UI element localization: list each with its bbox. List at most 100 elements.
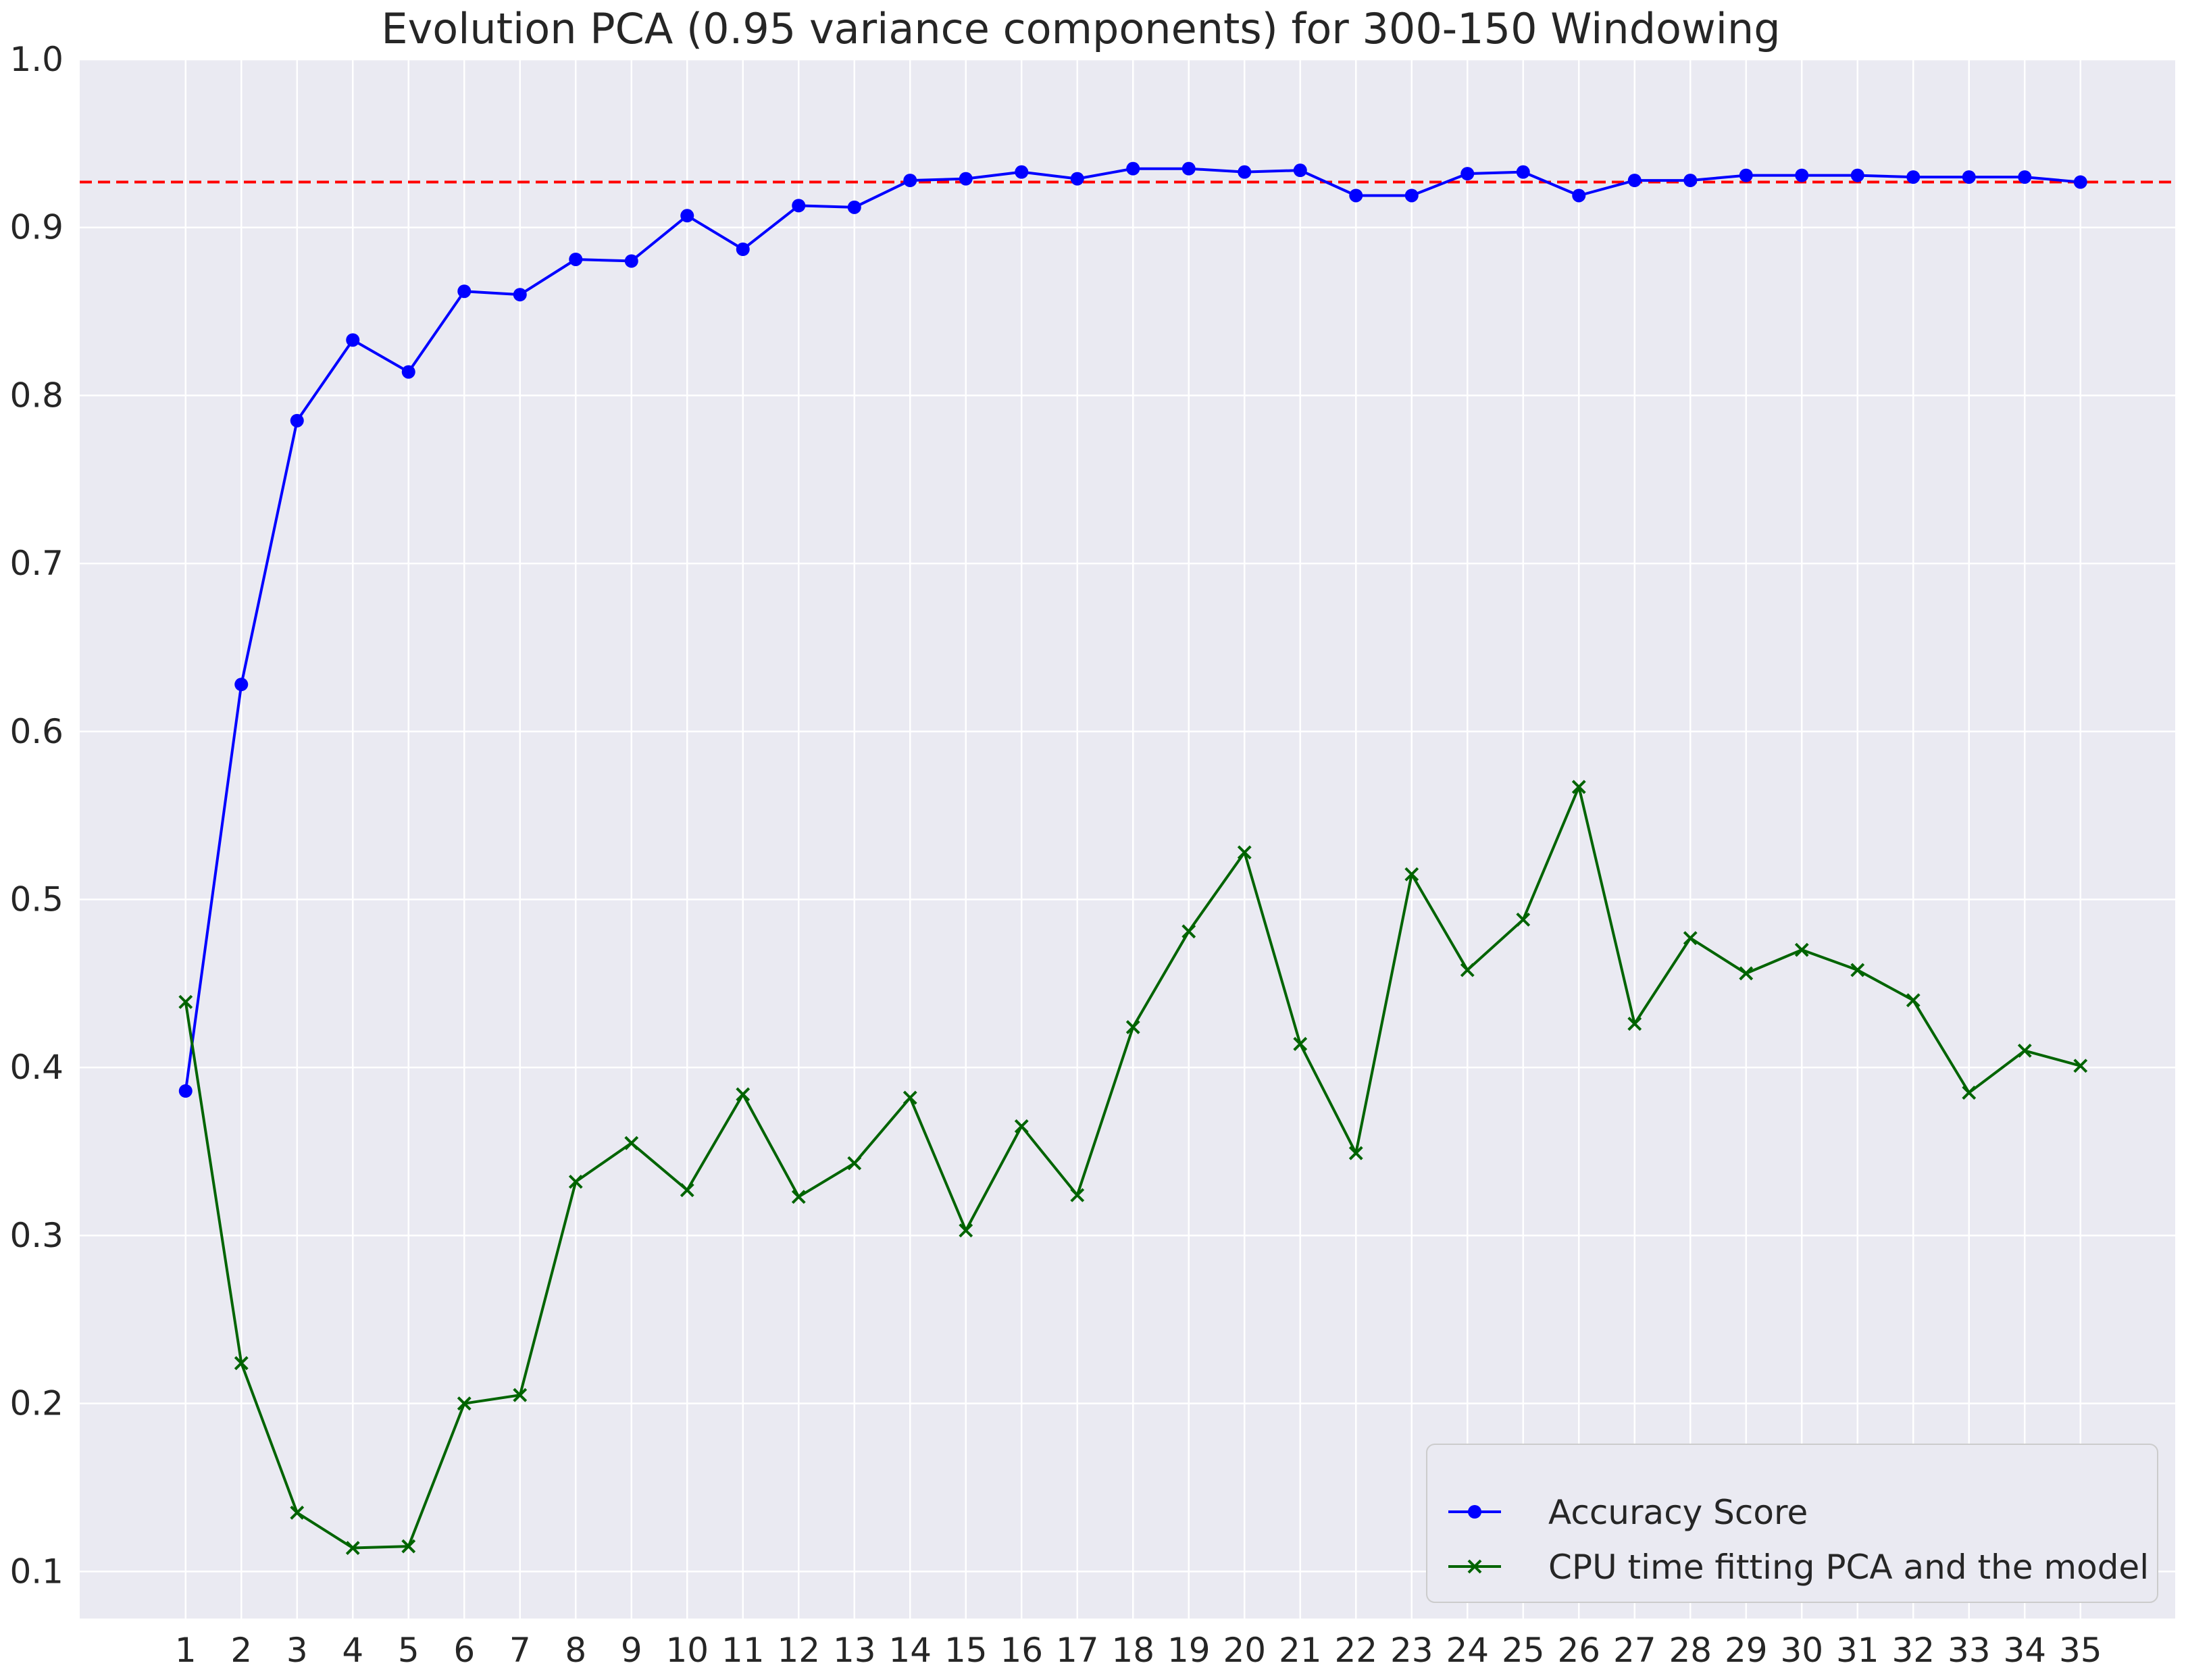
data-point [736, 1087, 751, 1102]
y-tick-label: 0.9 [9, 208, 63, 247]
data-point [513, 288, 527, 302]
x-tick-label: 8 [565, 1631, 586, 1670]
data-point [2017, 1043, 2032, 1058]
plot-area [80, 59, 2175, 1619]
data-point [1404, 867, 1419, 882]
legend-marker-accuracy [1468, 1505, 1481, 1519]
x-tick-label: 25 [1502, 1631, 1545, 1670]
y-tick-label: 0.3 [9, 1216, 63, 1255]
data-point [178, 994, 193, 1009]
data-point [624, 1136, 639, 1150]
x-axis-ticks: 1 2 3 4 5 6 7 8 9 10 11 12 13 14 15 16 17 18 19 20 21 22 23 24 2… [175, 1631, 2102, 1670]
data-point [1683, 174, 1698, 188]
data-point [569, 252, 583, 266]
x-tick-label: 30 [1780, 1631, 1823, 1670]
x-tick-label: 23 [1390, 1631, 1433, 1670]
data-point [1014, 1119, 1029, 1134]
data-point [680, 1183, 694, 1198]
data-point [1794, 942, 1809, 957]
data-point [903, 1090, 917, 1105]
data-point [1125, 1020, 1140, 1034]
data-point [346, 333, 360, 347]
data-point [290, 1505, 305, 1520]
y-tick-label: 0.4 [9, 1048, 63, 1087]
x-tick-label: 2 [230, 1631, 252, 1670]
data-point [1962, 1086, 1977, 1100]
x-tick-label: 19 [1167, 1631, 1211, 1670]
data-point [1181, 161, 1196, 176]
data-point [1460, 963, 1475, 977]
data-point [2073, 175, 2087, 189]
x-tick-label: 33 [1948, 1631, 1991, 1670]
x-tick-label: 20 [1223, 1631, 1266, 1670]
x-tick-label: 6 [453, 1631, 475, 1670]
data-point [457, 1396, 472, 1411]
data-point [1238, 165, 1252, 179]
x-tick-label: 32 [1891, 1631, 1935, 1670]
data-point [1181, 924, 1196, 939]
x-tick-label: 9 [621, 1631, 642, 1670]
data-point [234, 1356, 249, 1371]
data-point [2073, 1059, 2088, 1073]
data-point [1850, 963, 1865, 977]
series-2 [178, 780, 2088, 1555]
data-point [1739, 966, 1754, 981]
data-point [457, 284, 472, 299]
x-tick-label: 24 [1446, 1631, 1489, 1670]
data-point [624, 254, 638, 268]
data-point [1404, 188, 1419, 203]
x-tick-label: 17 [1056, 1631, 1099, 1670]
grid-lines [80, 58, 2175, 1619]
x-tick-label: 35 [2059, 1631, 2102, 1670]
series-1 [178, 161, 2087, 1098]
data-point [1460, 167, 1475, 181]
data-point [1906, 170, 1921, 184]
legend: Accuracy Score CPU time fitting PCA and … [1426, 1444, 2158, 1603]
data-point [1126, 161, 1140, 176]
data-point [736, 243, 750, 257]
y-tick-label: 0.7 [9, 544, 63, 583]
data-point [2018, 170, 2032, 184]
data-point [792, 199, 806, 213]
x-tick-label: 13 [833, 1631, 876, 1670]
data-point [1572, 188, 1586, 203]
y-tick-label: 0.5 [9, 880, 63, 919]
x-tick-label: 26 [1557, 1631, 1600, 1670]
y-tick-label: 1.0 [9, 40, 63, 79]
data-point [1739, 168, 1753, 182]
x-tick-label: 5 [398, 1631, 420, 1670]
x-tick-label: 3 [286, 1631, 308, 1670]
data-point [401, 1539, 416, 1554]
data-point [178, 1084, 193, 1098]
x-tick-label: 16 [1000, 1631, 1043, 1670]
data-point [234, 678, 249, 692]
data-point [1293, 1037, 1308, 1051]
legend-box [1426, 1444, 2158, 1603]
data-point [903, 174, 917, 188]
legend-label-cpu: CPU time fitting PCA and the model [1548, 1548, 2149, 1587]
series-group [178, 161, 2088, 1555]
data-point [1237, 845, 1252, 860]
data-point [1627, 1017, 1642, 1031]
data-point [847, 200, 861, 214]
y-tick-label: 0.6 [9, 712, 63, 751]
data-point [1627, 174, 1642, 188]
data-point [1683, 931, 1698, 946]
data-point [680, 209, 694, 223]
data-point [959, 1223, 973, 1238]
data-point [1850, 168, 1864, 182]
data-point [1795, 168, 1809, 182]
data-point [1349, 188, 1363, 203]
data-point [1348, 1146, 1363, 1161]
x-tick-label: 27 [1613, 1631, 1656, 1670]
data-point [401, 365, 415, 379]
y-tick-label: 0.1 [9, 1552, 63, 1591]
x-tick-label: 34 [2003, 1631, 2046, 1670]
x-tick-label: 22 [1334, 1631, 1377, 1670]
x-tick-label: 15 [944, 1631, 988, 1670]
legend-marker-cpu [1467, 1559, 1482, 1574]
x-tick-label: 10 [665, 1631, 709, 1670]
y-tick-label: 0.2 [9, 1384, 63, 1423]
x-tick-label: 28 [1669, 1631, 1712, 1670]
x-tick-label: 4 [342, 1631, 363, 1670]
